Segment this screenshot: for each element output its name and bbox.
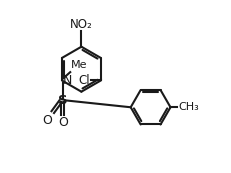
Text: S: S — [58, 94, 67, 107]
Text: N: N — [63, 74, 72, 87]
Text: Cl: Cl — [79, 74, 90, 87]
Text: O: O — [42, 114, 52, 127]
Text: NO₂: NO₂ — [70, 18, 92, 31]
Text: CH₃: CH₃ — [177, 102, 198, 112]
Text: Me: Me — [71, 60, 87, 70]
Text: O: O — [58, 116, 67, 129]
